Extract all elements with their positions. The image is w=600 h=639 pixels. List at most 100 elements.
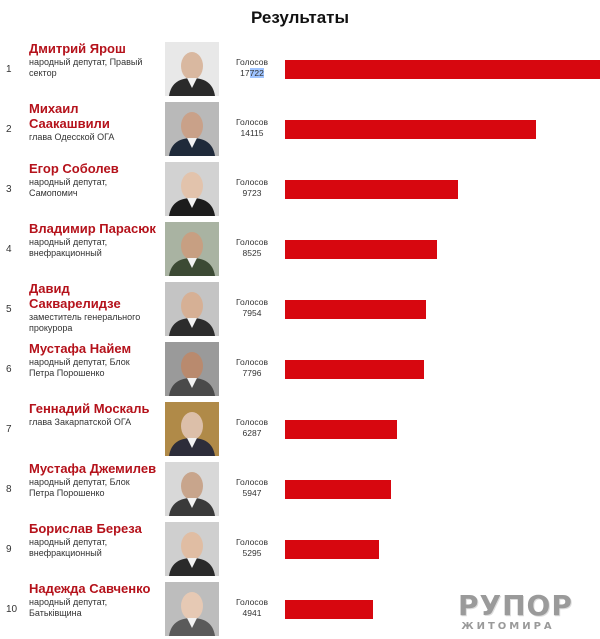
votes-block: Голосов 9723 xyxy=(226,177,278,199)
votes-bar xyxy=(285,120,536,139)
result-row: 7 Геннадий Москаль глава Закарпатской ОГ… xyxy=(0,398,600,458)
rank-number: 7 xyxy=(6,424,12,435)
candidate-description: глава Одесской ОГА xyxy=(29,132,115,142)
votes-label: Голосов xyxy=(236,297,268,307)
candidate-name-text: Борислав Береза xyxy=(29,521,142,536)
result-row: 6 Мустафа Найем народный депутат, Блок П… xyxy=(0,338,600,398)
candidate-name-text: Давид Сакварелидзе xyxy=(29,281,121,311)
votes-count: 5295 xyxy=(242,548,262,558)
votes-label: Голосов xyxy=(236,417,268,427)
candidate-name[interactable]: Мустафа Джемилев народный депутат, Блок … xyxy=(29,461,157,499)
candidate-description: народный депутат, внефракционный xyxy=(29,237,108,258)
rank-number: 1 xyxy=(6,64,12,75)
votes-bar xyxy=(285,180,458,199)
candidate-name[interactable]: Егор Соболев народный депутат, Самопомич xyxy=(29,161,157,199)
votes-count: 7796 xyxy=(242,368,262,378)
votes-label: Голосов xyxy=(236,57,268,67)
candidate-name[interactable]: Дмитрий Ярош народный депутат, Правый се… xyxy=(29,41,157,79)
votes-block: Голосов 14115 xyxy=(226,117,278,139)
candidate-name[interactable]: Михаил Саакашвили глава Одесской ОГА xyxy=(29,101,157,143)
votes-count: 9723 xyxy=(242,188,262,198)
candidate-name-text: Геннадий Москаль xyxy=(29,401,150,416)
rank-number: 9 xyxy=(6,544,12,555)
watermark-logo: РУПОР ЖИТОМИРА xyxy=(458,589,573,633)
votes-count: 4941 xyxy=(242,608,262,618)
candidate-description: народный депутат, Блок Петра Порошенко xyxy=(29,477,130,498)
votes-block: Голосов 17722 xyxy=(226,57,278,79)
rank-number: 3 xyxy=(6,184,12,195)
votes-block: Голосов 5295 xyxy=(226,537,278,559)
result-row: 4 Владимир Парасюк народный депутат, вне… xyxy=(0,218,600,278)
rank-number: 10 xyxy=(6,604,18,615)
page-title: Результаты xyxy=(250,8,349,27)
candidate-description: народный депутат, Самопомич xyxy=(29,177,108,198)
candidate-description: глава Закарпатской ОГА xyxy=(29,417,132,427)
result-row: 10 Надежда Савченко народный депутат, Ба… xyxy=(0,578,600,638)
candidate-photo xyxy=(165,102,219,156)
votes-block: Голосов 4941 xyxy=(226,597,278,619)
votes-bar xyxy=(285,480,391,499)
result-row: 5 Давид Сакварелидзе заместитель генерал… xyxy=(0,278,600,338)
votes-block: Голосов 7796 xyxy=(226,357,278,379)
votes-count: 5947 xyxy=(242,488,262,498)
candidate-photo xyxy=(165,222,219,276)
votes-bar xyxy=(285,360,424,379)
candidate-photo xyxy=(165,342,219,396)
votes-bar xyxy=(285,240,437,259)
candidate-description: народный депутат, Блок Петра Порошенко xyxy=(29,357,130,378)
votes-bar xyxy=(285,420,397,439)
rank-number: 5 xyxy=(6,304,12,315)
candidate-photo xyxy=(165,282,219,336)
candidate-name[interactable]: Давид Сакварелидзе заместитель генеральн… xyxy=(29,281,157,334)
votes-count: 14115 xyxy=(240,128,264,138)
candidate-description: народный депутат, Батьківщина xyxy=(29,597,108,618)
candidate-description: народный депутат, внефракционный xyxy=(29,537,108,558)
votes-label: Голосов xyxy=(236,117,268,127)
votes-label: Голосов xyxy=(236,597,268,607)
votes-count: 7954 xyxy=(242,308,262,318)
results-list: 1 Дмитрий Ярош народный депутат, Правый … xyxy=(0,38,600,638)
votes-count: 8525 xyxy=(242,248,262,258)
votes-label: Голосов xyxy=(236,357,268,367)
rank-number: 2 xyxy=(6,124,12,135)
result-row: 2 Михаил Саакашвили глава Одесской ОГА Г… xyxy=(0,98,600,158)
votes-block: Голосов 6287 xyxy=(226,417,278,439)
votes-block: Голосов 5947 xyxy=(226,477,278,499)
candidate-photo xyxy=(165,462,219,516)
candidate-name-text: Мустафа Джемилев xyxy=(29,461,157,476)
candidate-name[interactable]: Борислав Береза народный депутат, внефра… xyxy=(29,521,157,559)
candidate-name-text: Дмитрий Ярош xyxy=(29,41,126,56)
result-row: 8 Мустафа Джемилев народный депутат, Бло… xyxy=(0,458,600,518)
votes-label: Голосов xyxy=(236,537,268,547)
votes-label: Голосов xyxy=(236,237,268,247)
result-row: 9 Борислав Береза народный депутат, внеф… xyxy=(0,518,600,578)
candidate-description: заместитель генерального прокурора xyxy=(29,312,141,333)
candidate-name[interactable]: Геннадий Москаль глава Закарпатской ОГА xyxy=(29,401,157,428)
votes-bar xyxy=(285,60,600,79)
votes-bar xyxy=(285,300,426,319)
votes-label: Голосов xyxy=(236,477,268,487)
rank-number: 6 xyxy=(6,364,12,375)
logo-main-text: РУПОР xyxy=(458,589,573,622)
candidate-name[interactable]: Владимир Парасюк народный депутат, внефр… xyxy=(29,221,157,259)
votes-block: Голосов 7954 xyxy=(226,297,278,319)
candidate-photo xyxy=(165,42,219,96)
candidate-name-text: Егор Соболев xyxy=(29,161,119,176)
candidate-name-text: Надежда Савченко xyxy=(29,581,151,596)
candidate-name[interactable]: Надежда Савченко народный депутат, Батьк… xyxy=(29,581,157,619)
candidate-photo xyxy=(165,522,219,576)
candidate-description: народный депутат, Правый сектор xyxy=(29,57,143,78)
votes-bar xyxy=(285,600,373,619)
votes-block: Голосов 8525 xyxy=(226,237,278,259)
candidate-name-text: Владимир Парасюк xyxy=(29,221,156,236)
candidate-name-text: Мустафа Найем xyxy=(29,341,132,356)
candidate-photo xyxy=(165,402,219,456)
candidate-name-text: Михаил Саакашвили xyxy=(29,101,110,131)
result-row: 3 Егор Соболев народный депутат, Самопом… xyxy=(0,158,600,218)
result-row: 1 Дмитрий Ярош народный депутат, Правый … xyxy=(0,38,600,98)
votes-label: Голосов xyxy=(236,177,268,187)
votes-count: 6287 xyxy=(242,428,262,438)
candidate-name[interactable]: Мустафа Найем народный депутат, Блок Пет… xyxy=(29,341,157,379)
candidate-photo xyxy=(165,162,219,216)
votes-bar xyxy=(285,540,379,559)
